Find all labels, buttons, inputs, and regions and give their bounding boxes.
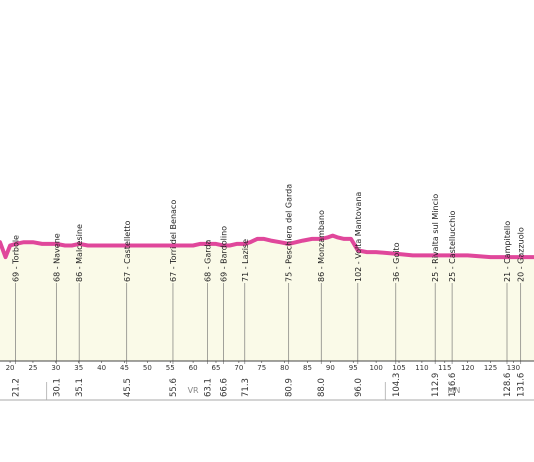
x-tick-label: 75 bbox=[257, 364, 266, 372]
town-label: 67 - Torri del Benaco bbox=[169, 200, 178, 282]
region-label: MN bbox=[447, 386, 460, 395]
x-tick-label: 20 bbox=[6, 364, 15, 372]
region-label: VR bbox=[188, 386, 199, 395]
town-label: 86 - Monzambano bbox=[317, 210, 326, 282]
km-label: 21.2 bbox=[12, 378, 22, 397]
km-labels: 21.2 30.1 35.1 45.5 55.6 63.1 66.6 71.3 80.9 88.0… bbox=[12, 373, 527, 397]
km-label: 30.1 bbox=[52, 378, 62, 397]
town-label: 21 - Campitello bbox=[503, 221, 512, 282]
km-label: 88.0 bbox=[317, 378, 327, 397]
elevation-line bbox=[0, 233, 534, 260]
km-label: 66.6 bbox=[219, 378, 229, 397]
x-tick-labels: 20 25 30 35 40 45 50 55 60 65 70 75 80 85 90 95 100 105 11… bbox=[6, 361, 520, 372]
marker-lines bbox=[15, 283, 522, 364]
x-tick-label: 70 bbox=[234, 364, 243, 372]
town-label: 20 - Gazzuolo bbox=[517, 227, 526, 282]
town-label: 67 - Castelletto bbox=[123, 220, 132, 282]
x-tick-label: 80 bbox=[280, 364, 289, 372]
x-tick-label: 25 bbox=[28, 364, 37, 372]
km-label: 63.1 bbox=[203, 378, 213, 397]
x-tick-label: 90 bbox=[326, 364, 335, 372]
x-tick-label: 60 bbox=[189, 364, 198, 372]
x-tick-label: 110 bbox=[415, 364, 428, 372]
town-label: 102 - Volta Mantovana bbox=[354, 192, 363, 282]
x-tick-label: 130 bbox=[507, 364, 520, 372]
town-label: 71 - Lazise bbox=[241, 239, 250, 282]
km-label: 96.0 bbox=[354, 378, 364, 397]
x-tick-label: 30 bbox=[51, 364, 60, 372]
x-tick-label: 55 bbox=[166, 364, 175, 372]
x-tick-label: 50 bbox=[143, 364, 152, 372]
km-label: 104.3 bbox=[392, 373, 402, 397]
town-label: 25 - Castellucchio bbox=[448, 211, 457, 282]
x-tick-label: 95 bbox=[349, 364, 358, 372]
x-tick-label: 45 bbox=[120, 364, 129, 372]
x-tick-label: 105 bbox=[392, 364, 405, 372]
km-label: 112.9 bbox=[431, 373, 441, 397]
town-label: 69 - Bardolino bbox=[219, 226, 228, 282]
km-label: 116.6 bbox=[448, 373, 458, 397]
town-label: 36 - Goito bbox=[392, 242, 401, 282]
x-tick-label: 35 bbox=[74, 364, 83, 372]
x-tick-label: 40 bbox=[97, 364, 106, 372]
x-tick-label: 115 bbox=[438, 364, 451, 372]
x-tick-label: 120 bbox=[461, 364, 474, 372]
region-labels: VR MN bbox=[188, 386, 461, 395]
elevation-area bbox=[0, 235, 534, 361]
town-labels: 69 - Torbole 68 - Navene 86 - Malcesine 67 … bbox=[12, 184, 526, 282]
km-label: 71.3 bbox=[241, 378, 251, 397]
town-label: 68 - Garda bbox=[203, 240, 212, 282]
town-label: 86 - Malcesine bbox=[75, 224, 84, 282]
km-label: 35.1 bbox=[75, 378, 85, 397]
km-label: 131.6 bbox=[517, 373, 527, 397]
town-label: 75 - Peschiera del Garda bbox=[285, 184, 294, 282]
region-dividers bbox=[46, 382, 386, 400]
x-tick-label: 125 bbox=[484, 364, 497, 372]
town-label: 68 - Navene bbox=[52, 233, 61, 282]
x-tick-label: 65 bbox=[212, 364, 221, 372]
km-label: 55.6 bbox=[169, 378, 179, 397]
km-label: 45.5 bbox=[123, 378, 133, 397]
km-label: 80.9 bbox=[285, 378, 295, 397]
x-tick-label: 100 bbox=[369, 364, 382, 372]
town-label: 25 - Rivalta sul Mincio bbox=[431, 194, 440, 282]
x-tick-label: 85 bbox=[303, 364, 312, 372]
town-label: 69 - Torbole bbox=[12, 235, 21, 282]
km-label: 128.6 bbox=[503, 373, 513, 397]
